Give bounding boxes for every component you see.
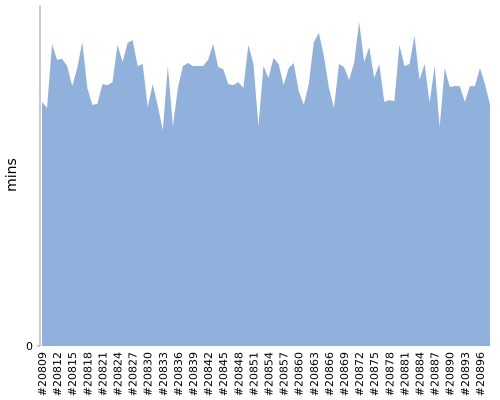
area xyxy=(42,22,490,347)
x-tick-label: #20878 xyxy=(383,352,396,396)
x-tick-label: #20866 xyxy=(323,352,336,396)
x-tick-label: #20824 xyxy=(112,352,125,396)
x-tick-label: #20860 xyxy=(293,352,306,396)
x-tick-label: #20854 xyxy=(263,352,276,396)
x-tick-label: #20887 xyxy=(429,352,442,396)
x-tick-label: #20830 xyxy=(142,352,155,396)
x-tick-label: #20890 xyxy=(444,352,457,396)
x-tick-label: #20875 xyxy=(368,352,381,396)
x-tick-label: #20845 xyxy=(217,352,230,396)
x-tick-label: #20815 xyxy=(66,352,79,396)
x-tick-label: #20893 xyxy=(459,352,472,396)
x-tick-label: #20881 xyxy=(398,352,411,396)
x-tick-label: #20821 xyxy=(96,352,109,396)
x-tick-label: #20869 xyxy=(338,352,351,396)
x-tick-label: #20827 xyxy=(127,352,140,396)
x-tick-label: #20848 xyxy=(232,352,245,396)
x-tick-label: #20851 xyxy=(247,352,260,396)
x-tick-label: #20872 xyxy=(353,352,366,396)
x-tick-label: #20818 xyxy=(81,352,94,396)
x-tick-label: #20863 xyxy=(308,352,321,396)
y-axis-label: mins xyxy=(4,158,20,192)
y-tick-label: 0 xyxy=(26,340,33,353)
x-tick-label: #20842 xyxy=(202,352,215,396)
x-tick-label: #20857 xyxy=(278,352,291,396)
x-tick-label: #20836 xyxy=(172,352,185,396)
x-tick-label: #20884 xyxy=(414,352,427,396)
x-tick-label: #20896 xyxy=(474,352,487,396)
x-tick-label: #20839 xyxy=(187,352,200,396)
x-tick-label: #20812 xyxy=(51,352,64,396)
x-tick-label: #20833 xyxy=(157,352,170,396)
x-tick-label: #20809 xyxy=(36,352,49,396)
